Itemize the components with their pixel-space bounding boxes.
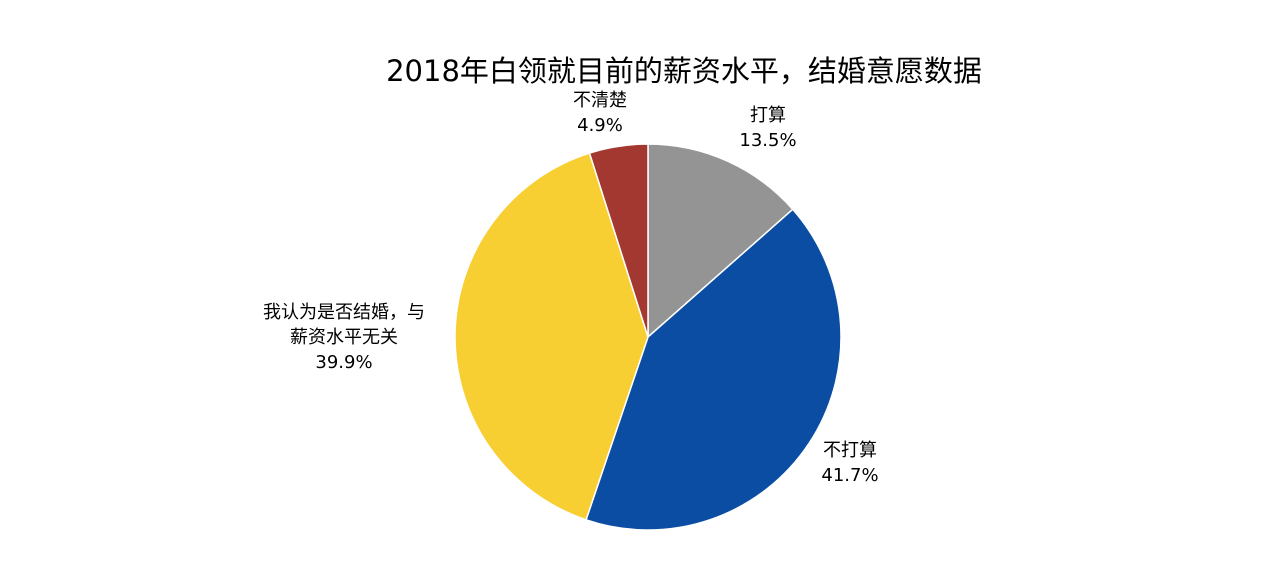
- slice-value-label: 4.9%: [577, 115, 623, 136]
- pie-slice: [647, 143, 794, 339]
- slice-category-label: 打算: [750, 105, 786, 126]
- pie-slice: [588, 143, 649, 338]
- slice-value-label: 41.7%: [821, 465, 878, 486]
- slice-category-label: 不清楚: [573, 90, 627, 111]
- slice-category-label: 薪资水平无关: [290, 327, 398, 348]
- slice-category-label: 不打算: [823, 440, 877, 461]
- pie-slices: [454, 143, 842, 531]
- slice-category-label: 我认为是否结婚，与: [263, 302, 425, 323]
- pie-slice: [454, 152, 649, 521]
- slice-value-label: 13.5%: [739, 130, 796, 151]
- chart-title: 2018年白领就目前的薪资水平，结婚意愿数据: [386, 54, 982, 88]
- slice-value-label: 39.9%: [315, 352, 372, 373]
- pie-slice: [585, 208, 842, 531]
